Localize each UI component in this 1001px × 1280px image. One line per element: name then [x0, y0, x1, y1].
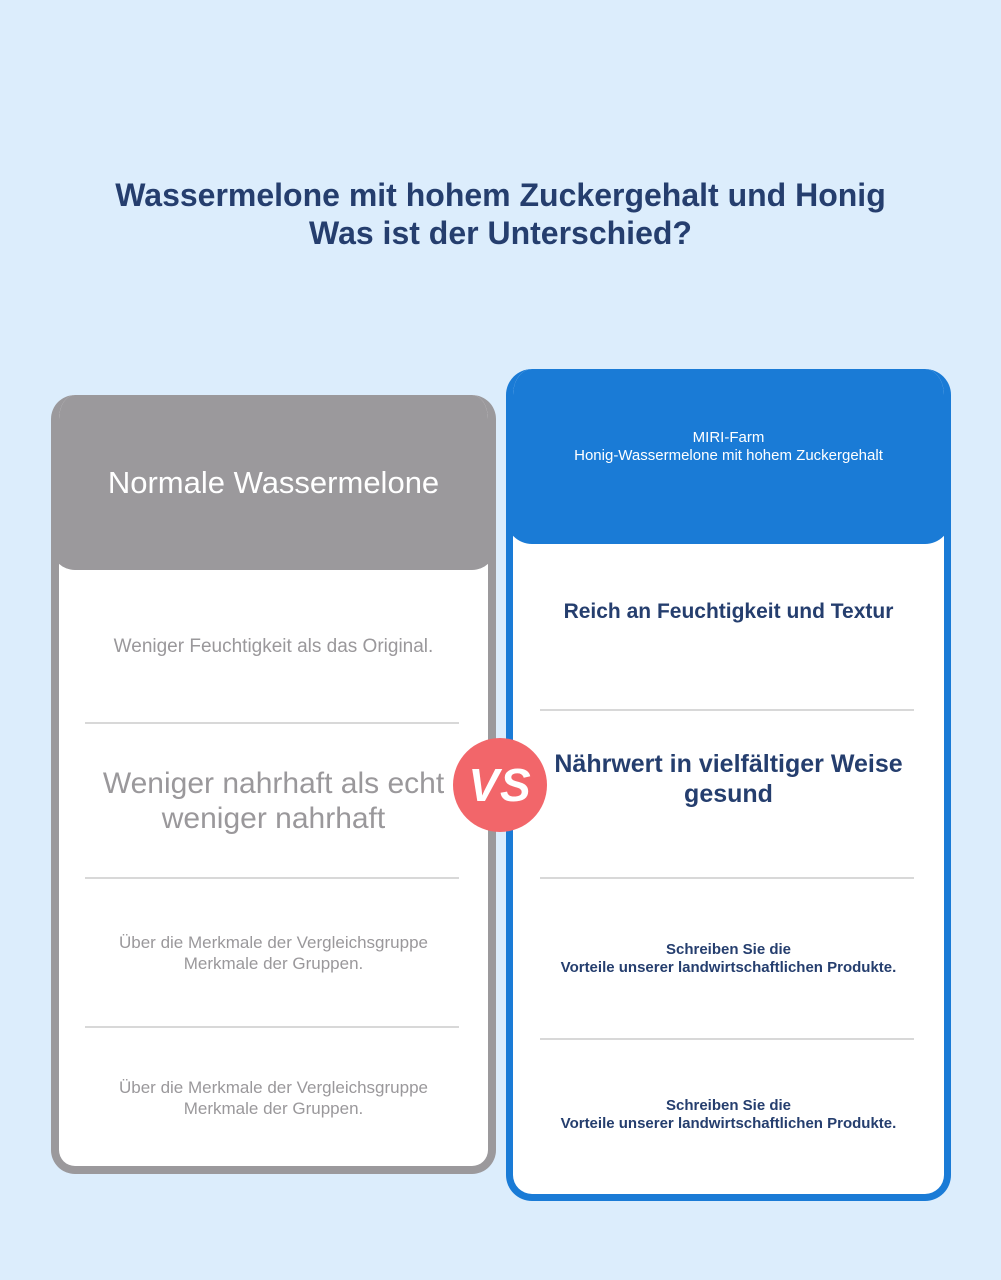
- honey-watermelon-card: MIRI-Farm Honig-Wassermelone mit hohem Z…: [506, 369, 951, 1201]
- left-row-3: Über die Merkmale der Vergleichsgruppe M…: [59, 879, 488, 1026]
- right-row-4: Schreiben Sie die Vorteile unserer landw…: [513, 1040, 944, 1190]
- right-row-2-line-2: gesund: [684, 780, 773, 808]
- left-row-1-text: Weniger Feuchtigkeit als das Original.: [113, 635, 434, 657]
- left-row-1: Weniger Feuchtigkeit als das Original.: [59, 570, 488, 723]
- divider: [85, 1026, 459, 1028]
- right-row-2: Nährwert in vielfältiger Weise gesund: [513, 711, 944, 877]
- divider: [540, 709, 914, 711]
- right-row-3: Schreiben Sie die Vorteile unserer landw…: [513, 879, 944, 1038]
- brand-name: MIRI-Farm: [692, 428, 765, 446]
- product-name: Honig-Wassermelone mit hohem Zuckergehal…: [574, 446, 883, 464]
- right-row-1-text: Reich an Feuchtigkeit und Textur: [563, 599, 894, 623]
- left-row-4: Über die Merkmale der Vergleichsgruppe M…: [59, 1028, 488, 1166]
- left-card-header: Normale Wassermelone: [59, 395, 488, 570]
- normal-watermelon-card: Normale Wassermelone Weniger Feuchtigkei…: [51, 395, 496, 1174]
- left-row-2: Weniger nahrhaft als echt weniger nahrha…: [59, 724, 488, 877]
- left-row-3-line-2: Merkmale der Gruppen.: [183, 953, 364, 973]
- right-row-4-line-1: Schreiben Sie die: [665, 1097, 792, 1114]
- title-line-2: Was ist der Unterschied?: [309, 215, 692, 251]
- right-row-3-line-2: Vorteile unserer landwirtschaftlichen Pr…: [560, 958, 897, 976]
- right-row-2-line-1: Nährwert in vielfältiger Weise: [554, 750, 903, 778]
- divider: [540, 1038, 914, 1040]
- title-line-1: Wassermelone mit hohem Zuckergehalt und …: [115, 177, 886, 213]
- left-row-4-line-2: Merkmale der Gruppen.: [183, 1099, 364, 1118]
- left-row-3-line-1: Über die Merkmale der Vergleichsgruppe: [119, 932, 428, 952]
- left-row-4-line-1: Über die Merkmale der Vergleichsgruppe: [119, 1078, 428, 1097]
- vs-badge: VS: [453, 738, 547, 832]
- divider: [85, 877, 459, 879]
- divider: [85, 722, 459, 724]
- right-row-3-line-1: Schreiben Sie die: [665, 940, 792, 958]
- right-card-header: MIRI-Farm Honig-Wassermelone mit hohem Z…: [513, 369, 944, 544]
- divider: [540, 877, 914, 879]
- page-title: Wassermelone mit hohem Zuckergehalt und …: [0, 176, 1001, 252]
- right-row-4-line-2: Vorteile unserer landwirtschaftlichen Pr…: [560, 1115, 897, 1132]
- left-row-2-line-1: Weniger nahrhaft als echt: [102, 766, 445, 800]
- right-row-1: Reich an Feuchtigkeit und Textur: [513, 544, 944, 709]
- left-row-2-line-2: weniger nahrhaft: [161, 801, 386, 835]
